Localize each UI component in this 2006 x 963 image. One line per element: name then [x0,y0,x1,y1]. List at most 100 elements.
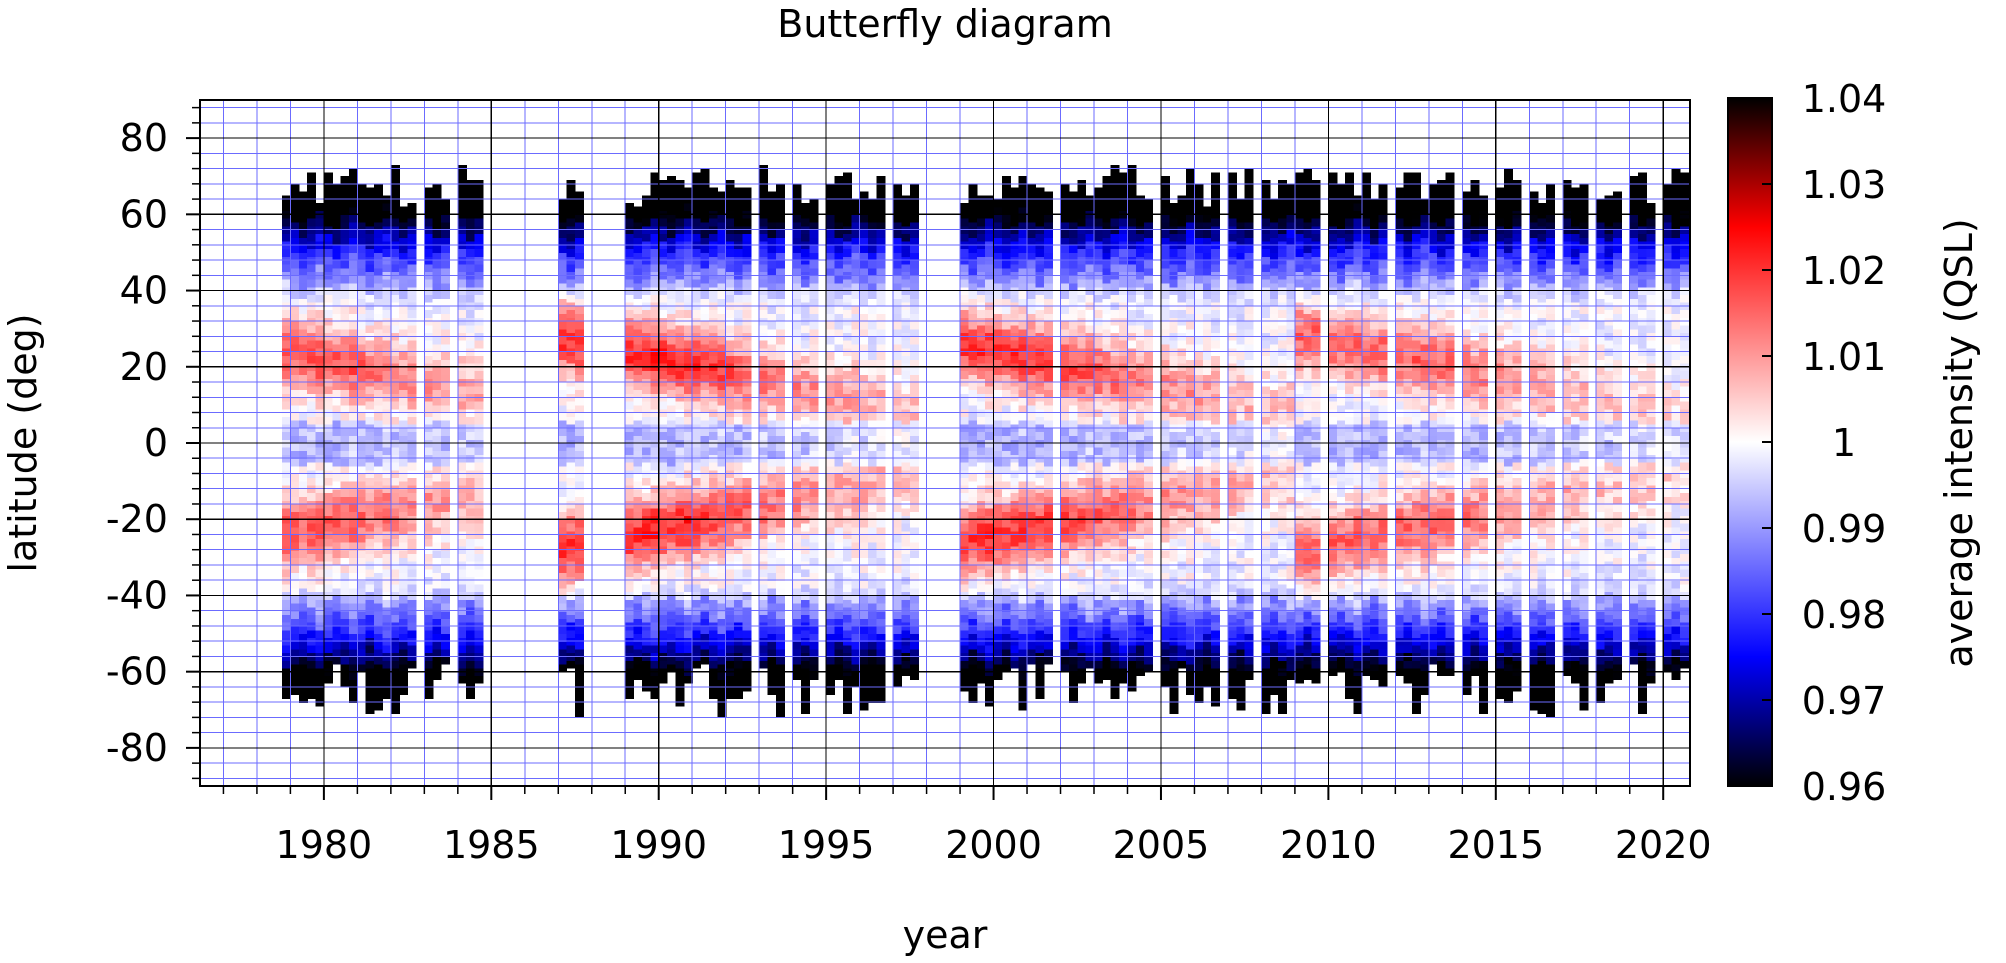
heatmap-cell [575,679,584,688]
heatmap-cell [323,446,333,456]
heatmap-cell [700,328,710,337]
heatmap-cell [792,572,802,581]
heatmap-cell [290,542,300,551]
heatmap-cell [1043,336,1053,345]
heatmap-cell [1102,336,1112,345]
heatmap-cell [675,385,685,395]
heatmap-cell [382,385,392,395]
heatmap-cell [349,313,358,322]
heatmap-cell [575,252,584,261]
heatmap-cell [867,305,877,315]
heatmap-cell [834,610,844,619]
heatmap-cell [566,431,576,440]
heatmap-cell [993,420,1003,429]
heatmap-cell [650,370,660,379]
heatmap-cell [575,511,584,520]
heatmap-cell [282,385,291,395]
heatmap-cell [826,557,836,566]
heatmap-cell [658,660,668,669]
heatmap-cell [432,618,442,627]
heatmap-cell [792,534,802,543]
heatmap-cell [859,465,869,475]
heatmap-cell [633,420,643,429]
heatmap-cell [683,279,693,288]
heatmap-cell [742,614,752,623]
heatmap-cell [349,336,358,345]
heatmap-cell [993,603,1003,612]
heatmap-cell [374,549,384,558]
heatmap-cell [842,309,852,318]
heatmap-cell [349,656,358,665]
heatmap-cell [893,389,903,398]
heatmap-cell [424,584,434,593]
heatmap-cell [1094,340,1103,349]
heatmap-cell [775,404,785,414]
heatmap-cell [909,206,919,215]
heatmap-cell [558,343,568,353]
heatmap-cell [968,252,978,261]
heatmap-cell [340,503,350,513]
heatmap-cell [985,690,995,699]
heatmap-cell [867,359,877,368]
heatmap-cell [558,244,568,254]
heatmap-cell [441,625,451,635]
heatmap-cell [340,321,350,330]
heatmap-cell [960,309,970,318]
heatmap-cell [1010,477,1020,486]
heatmap-cell [374,564,384,574]
heatmap-cell [1094,263,1103,273]
heatmap-cell [441,656,451,665]
heatmap-cell [382,614,392,623]
heatmap-cell [901,385,911,395]
heatmap-cell [734,202,744,212]
heatmap-cell [792,557,802,566]
heatmap-cell [298,290,308,299]
heatmap-cell [307,294,317,303]
heatmap-cell [474,431,484,440]
heatmap-cell [809,664,819,673]
heatmap-cell [566,340,576,349]
heatmap-cell [708,446,718,456]
heatmap-cell [1027,183,1036,193]
heatmap-cell [976,263,986,273]
heatmap-cell [893,336,903,345]
heatmap-cell [792,191,802,200]
heatmap-cell [851,351,861,360]
heatmap-cell [340,488,350,497]
heatmap-cell [1018,458,1028,467]
heatmap-cell [775,534,785,543]
heatmap-cell [1110,446,1120,456]
heatmap-cell [466,401,476,410]
heatmap-cell [1027,412,1036,421]
heatmap-cell [893,595,903,604]
heatmap-cell [1102,252,1112,261]
heatmap-cell [667,664,677,673]
heatmap-cell [1043,229,1053,238]
heatmap-cell [968,404,978,414]
heatmap-cell [633,618,643,627]
heatmap-cell [759,401,769,410]
heatmap-cell [901,263,911,273]
heatmap-cell [717,427,727,436]
heatmap-cell [692,324,702,334]
heatmap-cell [876,549,886,558]
heatmap-cell [357,564,367,574]
heatmap-cell [282,294,291,303]
heatmap-cell [993,229,1003,238]
heatmap-cell [708,279,718,288]
heatmap-cell [298,633,308,642]
heatmap-cell [876,572,886,581]
heatmap-cell [1094,218,1103,227]
heatmap-cell [390,568,400,577]
heatmap-cell [1060,252,1070,261]
heatmap-cell [775,671,785,680]
heatmap-cell [332,382,342,391]
heatmap-cell [575,603,584,612]
heatmap-cell [340,443,350,452]
heatmap-cell [859,542,869,551]
heatmap-cell [1010,355,1020,364]
heatmap-cell [708,202,718,212]
heatmap-cell [667,336,677,345]
heatmap-cell [909,282,919,292]
heatmap-cell [968,503,978,513]
